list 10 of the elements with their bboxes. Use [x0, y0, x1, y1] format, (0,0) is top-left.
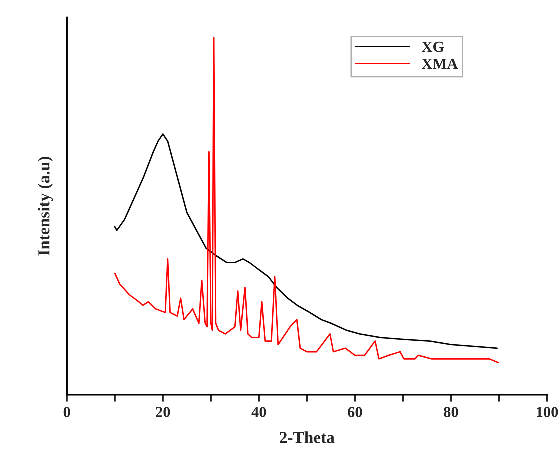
x-tick-label: 100 [537, 407, 558, 418]
x-tick-label: 20 [156, 407, 170, 418]
y-axis-title: Intensity (a.u) [38, 157, 54, 256]
x-tick-label: 60 [348, 407, 362, 418]
legend-label: XG [422, 42, 444, 52]
x-tick-label: 0 [64, 407, 70, 418]
x-tick-label: 80 [444, 407, 458, 418]
legend-label: XMA [422, 58, 458, 70]
x-axis-title: 2-Theta [280, 432, 335, 444]
x-tick-label: 40 [252, 407, 266, 418]
